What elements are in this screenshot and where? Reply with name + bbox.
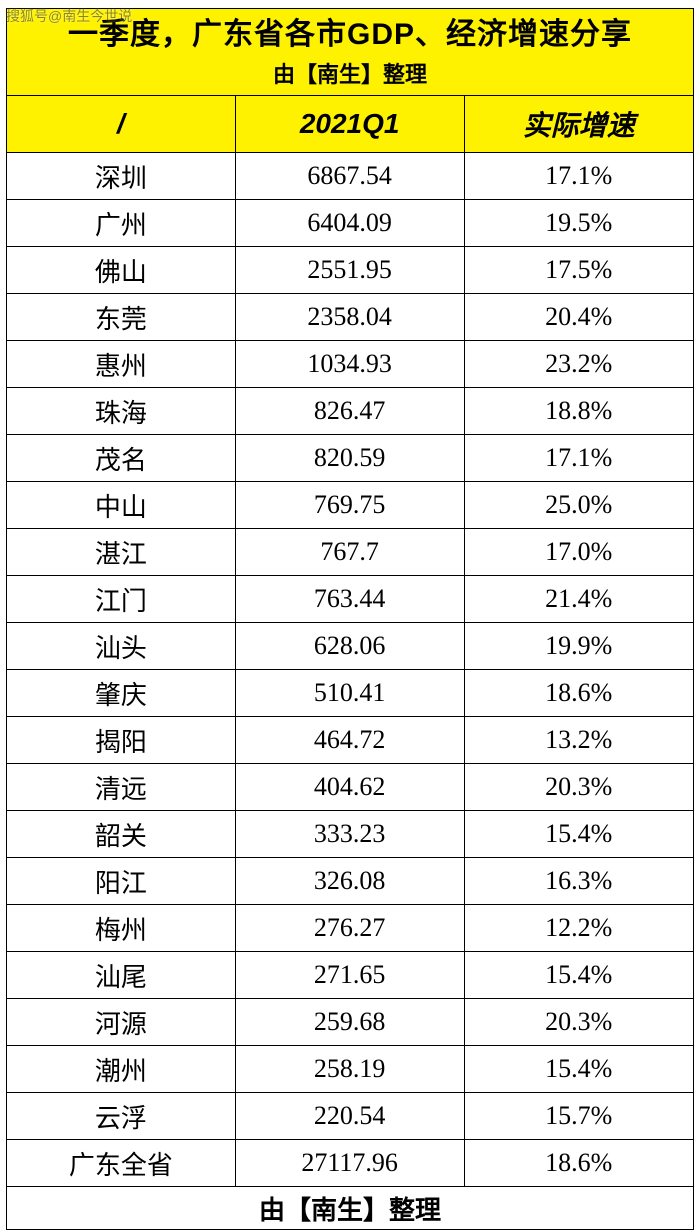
table-row: 深圳6867.5417.1% bbox=[7, 153, 694, 200]
cell-city: 潮州 bbox=[7, 1046, 236, 1093]
cell-growth: 16.3% bbox=[464, 858, 693, 905]
table-row: 揭阳464.7213.2% bbox=[7, 717, 694, 764]
table-row: 肇庆510.4118.6% bbox=[7, 670, 694, 717]
table-row: 惠州1034.9323.2% bbox=[7, 341, 694, 388]
cell-city: 江门 bbox=[7, 576, 236, 623]
cell-city: 东莞 bbox=[7, 294, 236, 341]
cell-growth: 13.2% bbox=[464, 717, 693, 764]
cell-gdp: 404.62 bbox=[235, 764, 464, 811]
footer-row: 由【南生】整理 bbox=[7, 1187, 694, 1230]
cell-gdp: 258.19 bbox=[235, 1046, 464, 1093]
col-growth: 实际增速 bbox=[464, 96, 693, 153]
watermark: 搜狐号@南生今世说 bbox=[6, 6, 132, 26]
cell-gdp: 826.47 bbox=[235, 388, 464, 435]
table-row: 河源259.6820.3% bbox=[7, 999, 694, 1046]
cell-city: 汕尾 bbox=[7, 952, 236, 999]
cell-growth: 15.4% bbox=[464, 1046, 693, 1093]
table-row: 中山769.7525.0% bbox=[7, 482, 694, 529]
cell-gdp: 2358.04 bbox=[235, 294, 464, 341]
cell-growth: 19.9% bbox=[464, 623, 693, 670]
table-row: 阳江326.0816.3% bbox=[7, 858, 694, 905]
table-row: 东莞2358.0420.4% bbox=[7, 294, 694, 341]
col-city: / bbox=[7, 96, 236, 153]
footer-cell: 由【南生】整理 bbox=[7, 1187, 694, 1230]
cell-gdp: 333.23 bbox=[235, 811, 464, 858]
cell-growth: 20.4% bbox=[464, 294, 693, 341]
cell-gdp: 820.59 bbox=[235, 435, 464, 482]
cell-city: 揭阳 bbox=[7, 717, 236, 764]
cell-gdp: 27117.96 bbox=[235, 1140, 464, 1187]
cell-growth: 12.2% bbox=[464, 905, 693, 952]
cell-city: 汕头 bbox=[7, 623, 236, 670]
cell-gdp: 2551.95 bbox=[235, 247, 464, 294]
table-row: 云浮220.5415.7% bbox=[7, 1093, 694, 1140]
table-row: 广州6404.0919.5% bbox=[7, 200, 694, 247]
cell-gdp: 628.06 bbox=[235, 623, 464, 670]
cell-city: 云浮 bbox=[7, 1093, 236, 1140]
cell-city: 湛江 bbox=[7, 529, 236, 576]
cell-city: 河源 bbox=[7, 999, 236, 1046]
cell-growth: 15.7% bbox=[464, 1093, 693, 1140]
table-row: 汕头628.0619.9% bbox=[7, 623, 694, 670]
cell-growth: 18.6% bbox=[464, 1140, 693, 1187]
cell-city: 阳江 bbox=[7, 858, 236, 905]
cell-gdp: 271.65 bbox=[235, 952, 464, 999]
cell-growth: 23.2% bbox=[464, 341, 693, 388]
header-row: / 2021Q1 实际增速 bbox=[7, 96, 694, 153]
gdp-table: 一季度，广东省各市GDP、经济增速分享 由【南生】整理 / 2021Q1 实际增… bbox=[6, 8, 694, 1230]
cell-growth: 25.0% bbox=[464, 482, 693, 529]
table-row: 茂名820.5917.1% bbox=[7, 435, 694, 482]
cell-growth: 17.0% bbox=[464, 529, 693, 576]
cell-city: 韶关 bbox=[7, 811, 236, 858]
table-row: 江门763.4421.4% bbox=[7, 576, 694, 623]
cell-growth: 18.6% bbox=[464, 670, 693, 717]
cell-city: 中山 bbox=[7, 482, 236, 529]
cell-gdp: 6404.09 bbox=[235, 200, 464, 247]
cell-growth: 19.5% bbox=[464, 200, 693, 247]
cell-city: 茂名 bbox=[7, 435, 236, 482]
cell-growth: 17.1% bbox=[464, 435, 693, 482]
cell-gdp: 1034.93 bbox=[235, 341, 464, 388]
cell-gdp: 767.7 bbox=[235, 529, 464, 576]
cell-gdp: 259.68 bbox=[235, 999, 464, 1046]
cell-gdp: 6867.54 bbox=[235, 153, 464, 200]
table-row: 佛山2551.9517.5% bbox=[7, 247, 694, 294]
table-row: 湛江767.717.0% bbox=[7, 529, 694, 576]
cell-city: 惠州 bbox=[7, 341, 236, 388]
cell-gdp: 510.41 bbox=[235, 670, 464, 717]
table-row: 韶关333.2315.4% bbox=[7, 811, 694, 858]
table-row: 梅州276.2712.2% bbox=[7, 905, 694, 952]
cell-city: 广东全省 bbox=[7, 1140, 236, 1187]
cell-growth: 21.4% bbox=[464, 576, 693, 623]
table-row: 清远404.6220.3% bbox=[7, 764, 694, 811]
table-body: 深圳6867.5417.1%广州6404.0919.5%佛山2551.9517.… bbox=[7, 153, 694, 1187]
cell-growth: 17.5% bbox=[464, 247, 693, 294]
cell-gdp: 326.08 bbox=[235, 858, 464, 905]
table-row: 潮州258.1915.4% bbox=[7, 1046, 694, 1093]
cell-growth: 20.3% bbox=[464, 999, 693, 1046]
table-row: 汕尾271.6515.4% bbox=[7, 952, 694, 999]
page: 搜狐号@南生今世说 一季度，广东省各市GDP、经济增速分享 由【南生】整理 / … bbox=[0, 0, 700, 1142]
cell-growth: 18.8% bbox=[464, 388, 693, 435]
cell-growth: 15.4% bbox=[464, 811, 693, 858]
table-row: 广东全省27117.9618.6% bbox=[7, 1140, 694, 1187]
col-gdp: 2021Q1 bbox=[235, 96, 464, 153]
cell-city: 深圳 bbox=[7, 153, 236, 200]
cell-gdp: 276.27 bbox=[235, 905, 464, 952]
cell-growth: 15.4% bbox=[464, 952, 693, 999]
cell-city: 珠海 bbox=[7, 388, 236, 435]
cell-gdp: 464.72 bbox=[235, 717, 464, 764]
cell-gdp: 769.75 bbox=[235, 482, 464, 529]
cell-growth: 17.1% bbox=[464, 153, 693, 200]
table-row: 珠海826.4718.8% bbox=[7, 388, 694, 435]
cell-gdp: 763.44 bbox=[235, 576, 464, 623]
cell-growth: 20.3% bbox=[464, 764, 693, 811]
title-sub: 由【南生】整理 bbox=[8, 57, 692, 89]
cell-city: 清远 bbox=[7, 764, 236, 811]
cell-city: 广州 bbox=[7, 200, 236, 247]
cell-city: 肇庆 bbox=[7, 670, 236, 717]
cell-gdp: 220.54 bbox=[235, 1093, 464, 1140]
cell-city: 梅州 bbox=[7, 905, 236, 952]
cell-city: 佛山 bbox=[7, 247, 236, 294]
